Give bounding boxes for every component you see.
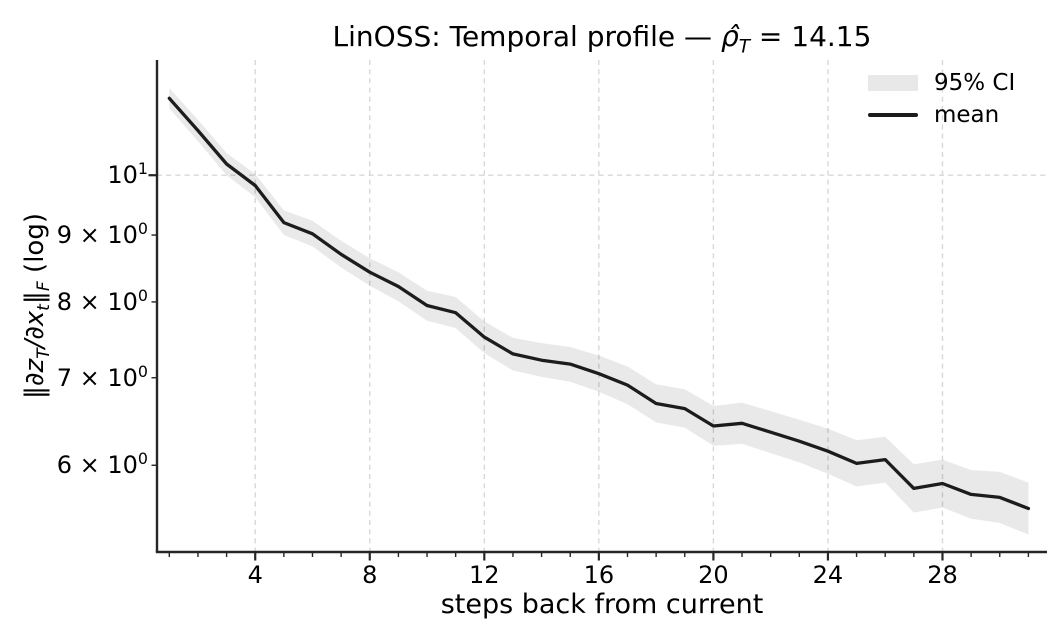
legend-label-mean: mean — [934, 102, 1000, 128]
x-tick-label: 24 — [812, 561, 844, 589]
x-tick-label: 12 — [469, 561, 500, 589]
chart-title-value: = 14.15 — [750, 20, 872, 53]
legend-item-ci: 95% CI — [868, 70, 1016, 96]
ci-band — [169, 88, 1029, 535]
y-tick-label: 8 × 100 — [56, 285, 148, 316]
y-tick-label: 9 × 100 — [56, 219, 148, 250]
x-tick-label: 20 — [698, 561, 729, 589]
chart-title: LinOSS: Temporal profile — ρ̂T = 14.15 — [157, 20, 1047, 59]
legend-label-ci: 95% CI — [934, 70, 1016, 96]
x-tick-label: 16 — [583, 561, 615, 589]
x-tick-label: 4 — [247, 561, 263, 589]
legend-item-mean: mean — [868, 102, 1015, 128]
x-tick-label: 28 — [927, 561, 958, 589]
y-tick-label: 6 × 100 — [56, 449, 148, 480]
mean-line-swatch — [868, 112, 918, 118]
rho-hat-symbol: ρ̂T — [720, 20, 751, 58]
chart-title-text: LinOSS: Temporal profile — — [332, 20, 721, 53]
x-tick-label: 8 — [362, 561, 378, 589]
mean-line — [167, 96, 1031, 511]
ci-band-swatch — [868, 75, 918, 91]
y-tick-label: 7 × 100 — [56, 361, 148, 392]
legend: 95% CI mean — [868, 70, 1016, 136]
x-axis-label: steps back from current — [440, 589, 764, 620]
y-tick-label: 101 — [107, 159, 148, 190]
